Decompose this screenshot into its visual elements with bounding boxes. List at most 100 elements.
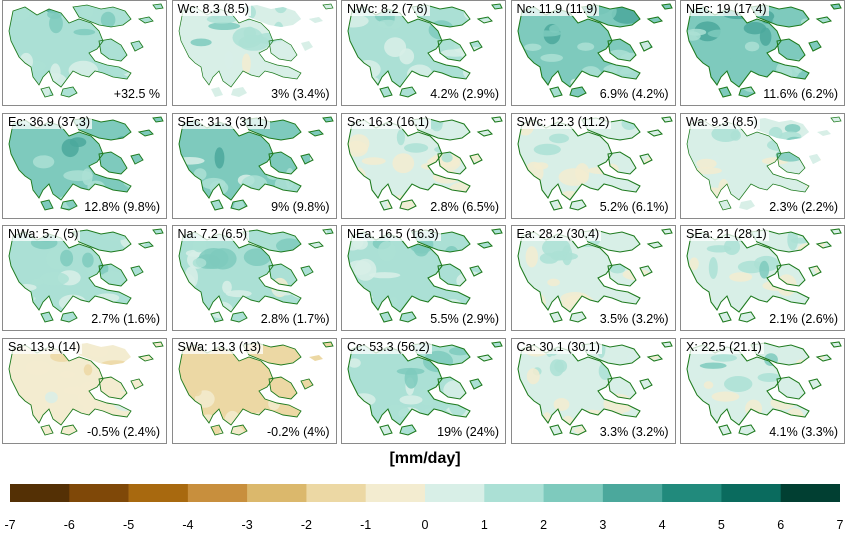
glacier-outline <box>307 128 324 137</box>
colorbar-segment <box>247 484 307 502</box>
glacier-outline <box>738 86 756 98</box>
map-panel: Nc: 11.9 (11.9) 6.9% (4.2%) <box>510 0 676 106</box>
glacier-outline <box>437 263 467 287</box>
panel-stat: 4.2% (2.9%) <box>429 87 500 101</box>
glacier-outline <box>209 311 224 323</box>
panel-title: Wa: 9.3 (8.5) <box>684 114 760 129</box>
glacier-outline <box>830 3 842 10</box>
glacier-outline <box>718 311 732 323</box>
glacier-outline <box>606 150 637 175</box>
glacier-outline <box>516 343 641 426</box>
glacier-outline <box>72 117 132 140</box>
glacier-outline <box>830 228 842 235</box>
glacier-outline <box>516 118 641 201</box>
glacier-outline <box>638 265 653 277</box>
glacier-outline <box>638 40 653 52</box>
glacier-outline <box>379 198 393 211</box>
svalbard-map <box>347 340 503 436</box>
glacier-outline <box>347 118 471 201</box>
svalbard-map <box>516 228 673 323</box>
svalbard-map <box>686 116 842 210</box>
glacier-outline <box>411 4 471 28</box>
map-panel: SEc: 31.3 (31.1) 9% (9.8%) <box>171 112 337 219</box>
glacier-outline <box>491 3 503 10</box>
colorbar-tick-label: 0 <box>421 518 429 532</box>
glacier-outline <box>830 116 842 122</box>
glacier-outline <box>98 38 128 62</box>
glacier-outline <box>568 86 587 98</box>
panel-stat: 6.9% (4.2%) <box>598 87 670 101</box>
glacier-outline <box>40 311 54 323</box>
glacier-outline <box>776 263 806 287</box>
glacier-outline <box>299 152 314 165</box>
svalbard-map <box>686 340 842 436</box>
svalbard-map <box>516 115 673 211</box>
panel-stat: -0.2% (4%) <box>265 424 331 439</box>
glacier-outline <box>491 115 503 123</box>
panel-title: Nc: 11.9 (11.9) <box>514 2 600 16</box>
panel-stat: 2.8% (1.7%) <box>259 312 331 326</box>
map-panel: Ca: 30.1 (30.1) 3.3% (3.2%) <box>510 337 676 444</box>
glacier-outline <box>638 152 653 165</box>
glacier-outline <box>379 311 393 323</box>
glacier-outline <box>137 241 154 249</box>
glacier-outline <box>437 375 467 400</box>
panel-title: SEc: 31.3 (31.1) <box>175 114 270 129</box>
glacier-outline <box>646 353 663 362</box>
glacier-outline <box>738 423 756 436</box>
colorbar-segment <box>602 484 663 502</box>
glacier-outline <box>548 86 563 98</box>
glacier-outline <box>580 341 641 366</box>
panel-stat: 3.3% (3.2%) <box>598 424 670 439</box>
panel-title: X: 22.5 (21.1) <box>684 339 764 354</box>
svalbard-map <box>347 115 503 211</box>
glacier-outline <box>491 340 503 348</box>
glacier-outline <box>60 198 78 211</box>
colorbar-segment <box>69 484 129 502</box>
glacier-outline <box>660 340 673 348</box>
map-panel: NWc: 8.2 (7.6) 4.2% (2.9%) <box>341 0 506 106</box>
glacier-outline <box>8 231 132 313</box>
panel-stat: 3.5% (3.2%) <box>598 312 670 326</box>
map-panel: SWc: 12.3 (11.2) 5.2% (6.1%) <box>510 112 676 219</box>
colorbar-segment <box>128 484 189 502</box>
glacier-outline <box>646 128 663 137</box>
glacier-outline <box>491 228 503 235</box>
glacier-outline <box>580 229 641 253</box>
glacier-outline <box>8 344 132 426</box>
glacier-outline <box>267 263 298 287</box>
map-panel: Sc: 16.3 (16.1) 2.8% (6.5%) <box>341 112 506 219</box>
glacier-outline <box>469 377 483 390</box>
glacier-outline <box>60 86 78 98</box>
glacier-outline <box>379 86 393 98</box>
panel-title: Na: 7.2 (6.5) <box>175 227 249 241</box>
colorbar-tick-label: 1 <box>480 518 488 532</box>
glacier-outline <box>241 342 302 365</box>
panel-title: NWa: 5.7 (5) <box>6 227 81 241</box>
svalbard-map <box>178 341 334 436</box>
panel-title: Ec: 36.9 (37.3) <box>6 114 92 129</box>
glacier-outline <box>178 6 302 88</box>
glacier-outline <box>750 341 810 366</box>
glacier-outline <box>548 198 563 211</box>
glacier-outline <box>718 423 732 436</box>
glacier-outline <box>40 86 54 98</box>
glacier-outline <box>152 228 164 235</box>
map-panel: NEc: 19 (17.4) 11.6% (6.2%) <box>680 0 845 106</box>
glacier-outline <box>718 199 732 210</box>
svalbard-map <box>347 3 503 98</box>
panel-title: Ea: 28.2 (30.4) <box>514 227 602 241</box>
glacier-outline <box>98 151 128 175</box>
panel-stat: 5.2% (6.1%) <box>598 199 670 214</box>
map-panel: NEa: 16.5 (16.3) 5.5% (2.9%) <box>341 225 506 331</box>
glacier-outline <box>130 152 144 165</box>
glacier-outline <box>72 229 132 253</box>
map-panel: NWa: 5.7 (5) 2.7% (1.6%) <box>2 225 167 331</box>
glacier-outline <box>476 16 493 24</box>
glacier-outline <box>606 375 637 400</box>
glacier-outline <box>229 311 248 323</box>
map-panel: Cc: 53.3 (56.2) 19% (24%) <box>341 337 506 444</box>
colorbar-segment <box>365 484 426 502</box>
glacier-outline <box>307 241 324 249</box>
glacier-outline <box>40 423 54 436</box>
